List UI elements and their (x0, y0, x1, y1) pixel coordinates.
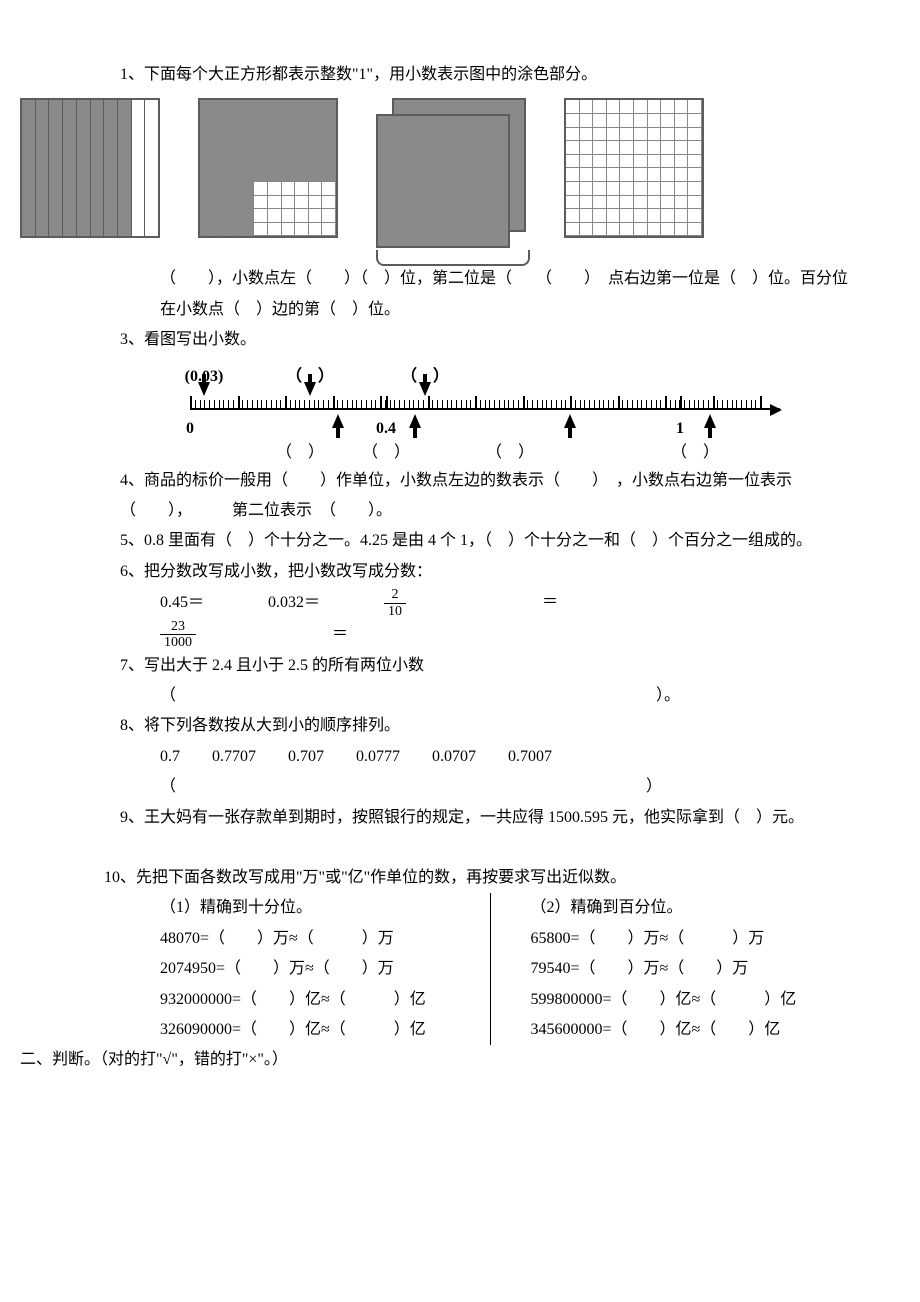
nl-bot-blank-2: （ ） (362, 438, 410, 468)
q10-prompt: 10、先把下面各数改写成用"万"或"亿"作单位的数，再按要求写出近似数。 (70, 863, 850, 893)
q10-right-col: （2）精确到百分位。 65800=（ ）万≈（ ）万 79540=（ ）万≈（ … (501, 893, 851, 1045)
q1-figures (20, 98, 850, 248)
q10-right-heading: （2）精确到百分位。 (531, 893, 851, 923)
q6-item-1: 0.45＝ (160, 588, 204, 618)
q6-prompt: 6、把分数改写成小数，把小数改写成分数： (70, 557, 850, 587)
nl-arrow-down-1 (198, 382, 210, 396)
q6-item-2: 0.032＝ (268, 588, 320, 618)
q10-left-heading: （1）精确到十分位。 (160, 893, 480, 923)
q4-text: 4、商品的标价一般用（ ）作单位，小数点左边的数表示（ ） ，小数点右边第一位表… (70, 466, 850, 527)
q10-right-row-1: 65800=（ ）万≈（ ）万 (531, 924, 851, 954)
nl-arrow-down-3 (419, 382, 431, 396)
q6-frac-2: 231000 ＝ (160, 619, 348, 651)
q1-fig2 (198, 98, 338, 238)
q10-left-row-1: 48070=（ ）万≈（ ）万 (160, 924, 480, 954)
q10-right-row-2: 79540=（ ）万≈（ ）万 (531, 954, 851, 984)
q10-left-col: （1）精确到十分位。 48070=（ ）万≈（ ）万 2074950=（ ）万≈… (160, 893, 480, 1045)
nl-bot-blank-4: （ ） (671, 438, 719, 468)
nl-arrow-down-2 (304, 382, 316, 396)
q2-text: （ ），小数点左（ ）（ ）位，第二位是（ （ ） 点右边第一位是（ ）位。百分… (70, 264, 850, 325)
q10-left-row-3: 932000000=（ ）亿≈（ ）亿 (160, 985, 480, 1015)
section-2-heading: 二、判断。（对的打"√"，错的打"×"。） (20, 1045, 850, 1075)
nl-arrow-up-1 (332, 414, 344, 428)
nl-arrow-up-4 (704, 414, 716, 428)
q1-fig3 (376, 98, 526, 248)
q5-text: 5、0.8 里面有（ ）个十分之一。4.25 是由 4 个 1，（ ）个十分之一… (70, 526, 850, 556)
q8-blank: （） (70, 772, 850, 802)
q10-left-row-2: 2074950=（ ）万≈（ ）万 (160, 954, 480, 984)
nl-bot-blank-3: （ ） (486, 438, 534, 468)
q6-row: 0.45＝ 0.032＝ 210 ＝ 231000 ＝ (70, 587, 850, 651)
q7-text: 7、写出大于 2.4 且小于 2.5 的所有两位小数 (70, 651, 850, 681)
nl-bot-blank-1: （ ） (276, 438, 324, 468)
q10-right-row-3: 599800000=（ ）亿≈（ ）亿 (531, 985, 851, 1015)
q8-prompt: 8、将下列各数按从大到小的顺序排列。 (70, 711, 850, 741)
q10-columns: （1）精确到十分位。 48070=（ ）万≈（ ）万 2074950=（ ）万≈… (70, 893, 850, 1045)
q9-text: 9、王大妈有一张存款单到期时，按照银行的规定，一共应得 1500.595 元，他… (70, 803, 850, 833)
q3-numberline: (0.03) （ ） （ ） 0 0.4 1 （ ） （ ） （ ） （ ） (190, 362, 850, 464)
q8-numbers: 0.7 0.7707 0.707 0.0777 0.0707 0.7007 (70, 742, 850, 772)
q1-prompt: 1、下面每个大正方形都表示整数"1"，用小数表示图中的涂色部分。 (70, 60, 850, 90)
q10-right-row-4: 345600000=（ ）亿≈（ ）亿 (531, 1015, 851, 1045)
q3-prompt: 3、看图写出小数。 (70, 325, 850, 355)
q7-blank: （）。 (70, 681, 850, 711)
q1-fig4 (564, 98, 704, 238)
q10-left-row-4: 326090000=（ ）亿≈（ ）亿 (160, 1015, 480, 1045)
q1-fig1 (20, 98, 160, 238)
nl-arrow-up-2 (409, 414, 421, 428)
q6-frac-1: 210 ＝ (384, 587, 558, 619)
nl-arrow-up-3 (564, 414, 576, 428)
